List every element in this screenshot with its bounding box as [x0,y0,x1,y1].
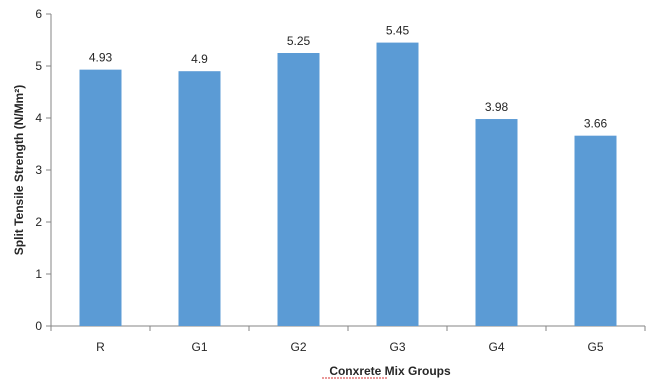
x-axis-title: Conxrete Mix Groups [329,364,451,378]
y-tick-label: 0 [35,319,42,333]
x-tick-label: G1 [191,340,207,354]
data-label: 4.93 [89,51,113,65]
data-label: 5.45 [386,24,410,38]
y-tick-label: 1 [35,267,42,281]
y-tick-label: 4 [35,111,42,125]
bar-g4 [475,119,518,326]
y-tick-label: 5 [35,59,42,73]
bar-g3 [376,42,419,326]
y-tick-label: 6 [35,7,42,21]
y-tick-label: 3 [35,163,42,177]
data-labels: 4.93 4.9 5.25 5.45 3.98 3.66 [89,24,608,131]
x-tick-label: G3 [389,340,405,354]
x-tick-label: G5 [587,340,603,354]
x-tick-label: G4 [488,340,504,354]
bar-r [79,69,122,326]
y-tick-label: 2 [35,215,42,229]
bars [79,42,617,326]
y-axis-title: Split Tensile Strength (N/Mm²) [12,85,26,255]
x-tick-label: R [96,340,105,354]
data-label: 3.66 [584,117,608,131]
data-label: 4.9 [191,52,208,66]
data-label: 3.98 [485,100,509,114]
data-label: 5.25 [287,34,311,48]
y-axis: 0 1 2 3 4 5 6 [35,7,52,333]
bar-g5 [574,135,617,326]
x-axis: R G1 G2 G3 G4 G5 [50,325,646,354]
x-tick-label: G2 [290,340,306,354]
bar-g1 [178,71,221,326]
bar-g2 [277,53,320,326]
